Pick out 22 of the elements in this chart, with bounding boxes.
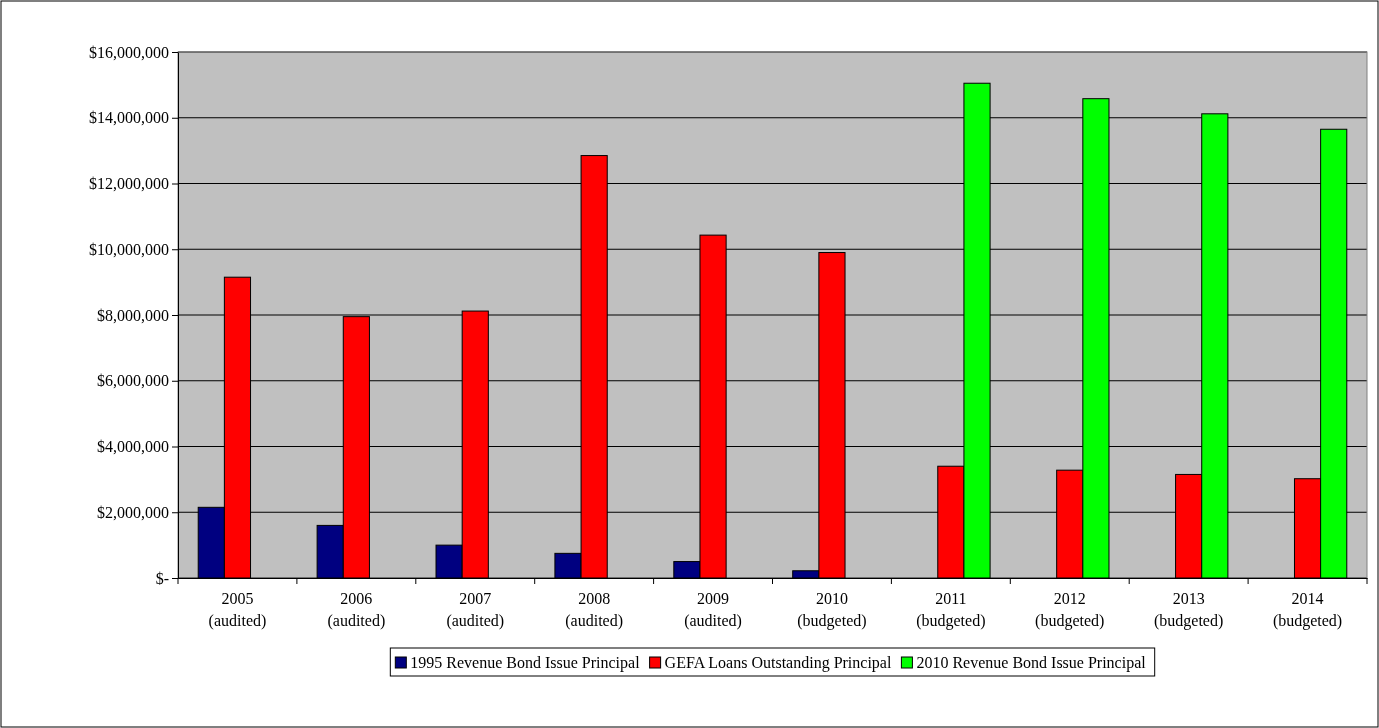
x-tick-label: 2005 (audited)	[208, 590, 267, 630]
x-tick-label: 2009 (audited)	[684, 590, 742, 630]
y-tick-label: $12,000,000	[89, 175, 169, 193]
x-tick-label: 2008 (audited)	[565, 590, 624, 630]
y-tick-label: $4,000,000	[97, 438, 169, 456]
legend-label: 1995 Revenue Bond Issue Principal	[410, 654, 641, 672]
y-tick-label: $8,000,000	[97, 306, 169, 324]
x-tick-label: 2011 (budgeted)	[916, 590, 986, 630]
y-tick-label: $16,000,000	[89, 43, 169, 61]
x-tick-label: 2010 (budgeted)	[797, 590, 867, 630]
x-tick-label: 2014 (budgeted)	[1272, 590, 1343, 630]
y-tick-label: $6,000,000	[97, 372, 169, 390]
y-tick-label: $-	[155, 569, 169, 587]
x-tick-label: 2007 (audited)	[446, 590, 505, 630]
y-tick-label: $10,000,000	[89, 240, 169, 258]
y-tick-label: $2,000,000	[97, 503, 169, 521]
x-tick-label: 2013 (budgeted)	[1153, 590, 1224, 630]
legend-label: GEFA Loans Outstanding Principal	[664, 654, 892, 672]
x-tick-label: 2012 (budgeted)	[1035, 590, 1105, 630]
y-tick-label: $14,000,000	[89, 109, 169, 127]
legend-label: 2010 Revenue Bond Issue Principal	[916, 654, 1147, 672]
x-tick-label: 2006 (audited)	[327, 590, 386, 630]
